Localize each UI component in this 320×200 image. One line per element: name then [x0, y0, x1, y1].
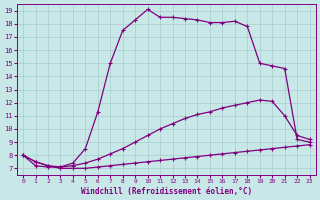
X-axis label: Windchill (Refroidissement éolien,°C): Windchill (Refroidissement éolien,°C) — [81, 187, 252, 196]
